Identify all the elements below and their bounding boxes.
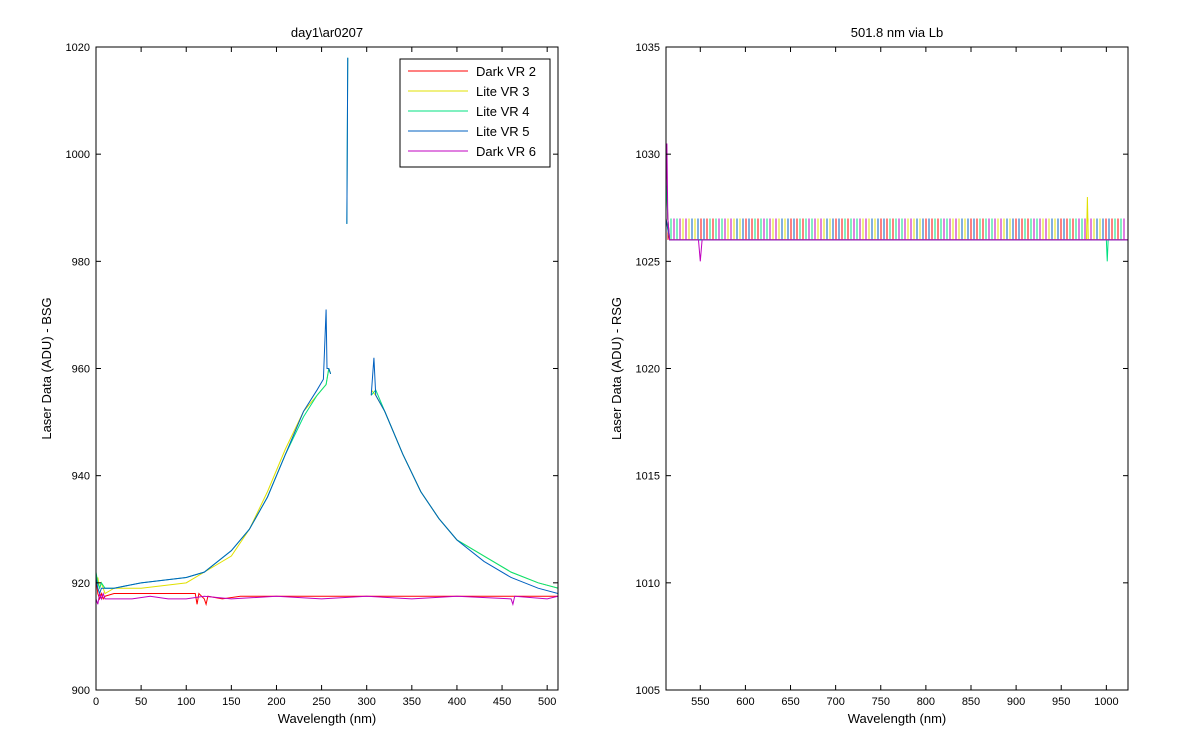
x-tick-label: 600 (736, 696, 754, 708)
x-axis-label: Wavelength (nm) (278, 711, 377, 726)
y-axis-label: Laser Data (ADU) - RSG (609, 297, 624, 440)
y-tick-label: 980 (72, 256, 90, 268)
x-tick-label: 550 (691, 696, 709, 708)
x-tick-label: 500 (538, 696, 556, 708)
legend-label: Dark VR 6 (476, 144, 536, 159)
series-line-lite-vr-5 (96, 57, 558, 596)
x-tick-label: 50 (135, 696, 147, 708)
series-layer (96, 57, 558, 607)
legend: Dark VR 2 Lite VR 3 Lite VR 4 Lite VR 5 Dark… (399, 58, 551, 168)
y-tick-label: 920 (72, 578, 90, 590)
x-tick-label: 900 (1007, 696, 1025, 708)
x-tick-label: 300 (358, 696, 376, 708)
chart-title: day1\ar0207 (291, 25, 363, 40)
chart-title: 501.8 nm via Lb (851, 25, 944, 40)
series-line-dark-vr-2 (96, 577, 558, 607)
x-tick-label: 800 (917, 696, 935, 708)
x-tick-label: 100 (177, 696, 195, 708)
y-tick-label: 1020 (66, 42, 90, 54)
x-axis-label: Wavelength (nm) (848, 711, 947, 726)
y-tick-label: 940 (72, 471, 90, 483)
legend-label: Lite VR 3 (476, 84, 529, 99)
legend-box (399, 58, 551, 168)
x-tick-label: 650 (781, 696, 799, 708)
y-tick-label: 1010 (636, 578, 660, 590)
x-tick-label: 250 (312, 696, 330, 708)
y-tick-label: 1035 (636, 42, 660, 54)
chart-2: 550 600 650 700 750 800 850 900 950 1000 1005 1010 1… (609, 25, 1129, 726)
x-tick-label: 850 (962, 696, 980, 708)
x-tick-label: 0 (93, 696, 99, 708)
x-tick-label: 150 (222, 696, 240, 708)
y-axis-label: Laser Data (ADU) - BSG (39, 297, 54, 439)
legend-label: Lite VR 4 (476, 104, 529, 119)
x-tick-label: 450 (493, 696, 511, 708)
y-tick-label: 1015 (636, 471, 660, 483)
y-tick-label: 1030 (636, 149, 660, 161)
y-tick-label: 1005 (636, 685, 660, 697)
y-tick-label: 900 (72, 685, 90, 697)
x-tick-label: 950 (1052, 696, 1070, 708)
legend-label: Dark VR 2 (476, 64, 536, 79)
y-tick-label: 1000 (66, 149, 90, 161)
x-tick-label: 1000 (1094, 696, 1118, 708)
x-tick-label: 200 (267, 696, 285, 708)
x-tick-label: 350 (403, 696, 421, 708)
series-line-5 (666, 143, 1128, 262)
series-layer (666, 143, 1128, 262)
y-tick-label: 1025 (636, 256, 660, 268)
plot-area (666, 47, 1128, 690)
x-tick-label: 400 (448, 696, 466, 708)
y-tick-label: 960 (72, 364, 90, 376)
x-tick-label: 700 (826, 696, 844, 708)
legend-label: Lite VR 5 (476, 124, 529, 139)
y-tick-label: 1020 (636, 364, 660, 376)
x-tick-label: 750 (872, 696, 890, 708)
chart-1: 0 50 100 150 200 250 300 350 400 450 500 900 920 940 9… (39, 25, 559, 726)
series-line-dark-vr-6 (96, 591, 558, 607)
